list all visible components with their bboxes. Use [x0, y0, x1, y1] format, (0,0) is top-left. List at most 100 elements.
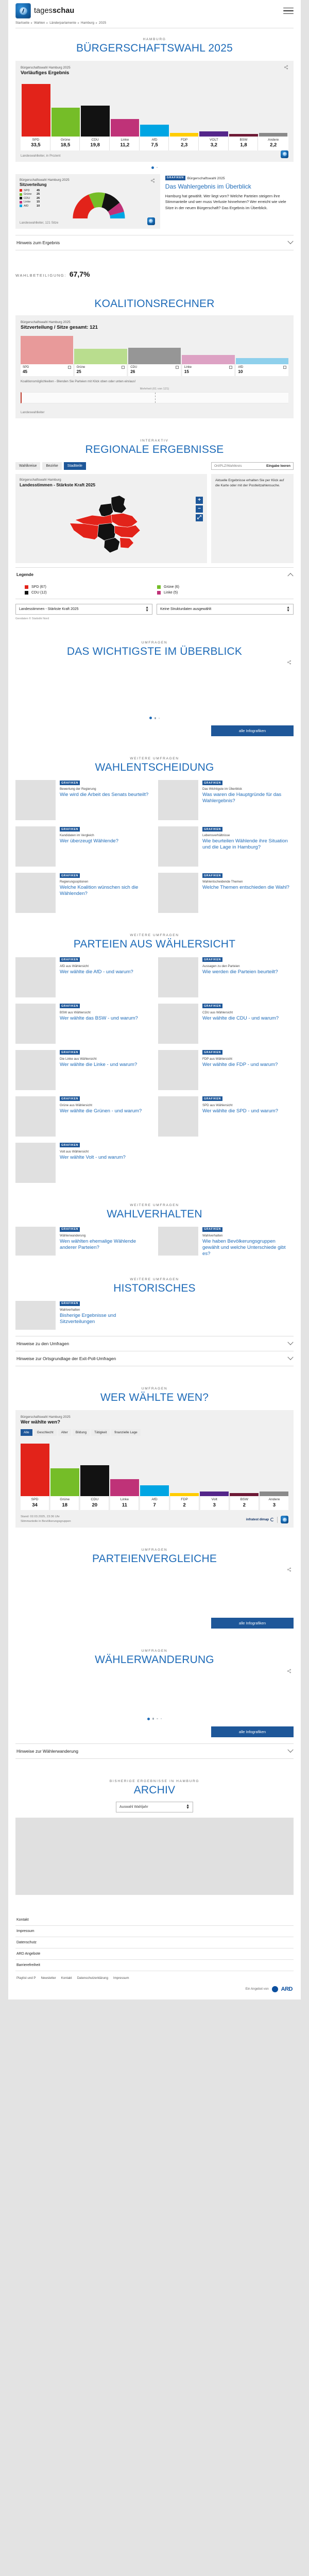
teaser-title[interactable]: Wie haben Bevölkerungsgruppen gewählt un…: [202, 1238, 286, 1257]
segment-tab-geschlecht[interactable]: Geschlecht: [33, 1429, 57, 1436]
teaser-title[interactable]: Wie beurteilen Wählende ihre Situation u…: [202, 838, 288, 851]
teaser-tile[interactable]: GRAFIKEN Lebensverhältnisse Wie beurteilen…: [158, 826, 294, 867]
teaser-title[interactable]: Wen wählten ehemalige Wählende anderer P…: [60, 1238, 136, 1250]
teaser-title[interactable]: Wer wählte Volt - und warum?: [60, 1154, 126, 1160]
footer-small-link[interactable]: Impressum: [113, 1976, 129, 1980]
teaser-tile[interactable]: GRAFIKEN Wahlverhalten Bisherige Ergebniss…: [15, 1300, 151, 1330]
overview-teaser-title[interactable]: Das Wahlergebnis im Überblick: [165, 182, 251, 190]
footer-link[interactable]: Kontakt: [15, 1914, 294, 1926]
footer-link[interactable]: ARD Angebote: [15, 1948, 294, 1960]
breadcrumb-item-startseite[interactable]: Startseite: [15, 21, 30, 25]
accordion-hinweise-umfragen[interactable]: Hinweise zu den Umfragen: [15, 1335, 294, 1351]
segment-tab-alle[interactable]: Alle: [21, 1429, 32, 1436]
share-icon[interactable]: [287, 1567, 291, 1572]
teaser-title[interactable]: Wer wählte die FDP - und warum?: [202, 1061, 278, 1067]
carousel-dot-2[interactable]: [152, 1718, 154, 1720]
zoom-in-icon[interactable]: +: [196, 496, 203, 504]
pv-alle-infografiken-button[interactable]: alle Infografiken: [211, 1618, 294, 1629]
pill-wahlkreise[interactable]: Wahlkreise: [15, 462, 41, 470]
zoom-reset-icon[interactable]: ⤢: [196, 514, 203, 521]
segment-tab-finanzielle-lage[interactable]: finanzielle Lage: [111, 1429, 141, 1436]
footer-link[interactable]: Impressum: [15, 1926, 294, 1937]
select-map-metric[interactable]: Landesstimmen - Stärkste Kraft 2025 ▲ ▼: [15, 603, 152, 615]
teaser-title[interactable]: Wer wählte die AfD - und warum?: [60, 969, 133, 975]
clear-input-button[interactable]: Eingabe leeren: [266, 464, 290, 468]
share-icon[interactable]: [287, 660, 291, 665]
segment-tab-tätigkeit[interactable]: Tätigkeit: [91, 1429, 110, 1436]
checkbox-cdu[interactable]: [175, 365, 179, 369]
carousel-dot-1[interactable]: [151, 166, 154, 169]
carousel-dot-2[interactable]: [154, 717, 156, 719]
accordion-hinweise-ortsgrundlage[interactable]: Hinweise zur Ortsgrundlage der Exit-Poll…: [15, 1351, 294, 1366]
footer-small-link[interactable]: Kontakt: [61, 1976, 72, 1980]
teaser-title[interactable]: Wer wählte die SPD - und warum?: [202, 1108, 278, 1114]
teaser-tile[interactable]: GRAFIKEN Volt aus Wählersicht Wer wählte V…: [15, 1142, 151, 1183]
teaser-tile[interactable]: GRAFIKEN Wahlentscheidende Themen Welche T…: [158, 873, 294, 913]
ww-carousel[interactable]: [15, 1666, 294, 1713]
teaser-title[interactable]: Was waren die Hauptgründe für das Wahler…: [202, 792, 282, 804]
teaser-title[interactable]: Wie wird die Arbeit des Senats beurteilt…: [60, 792, 149, 798]
accordion-legende[interactable]: Legende: [15, 567, 294, 582]
carousel-dot-3[interactable]: [159, 717, 160, 719]
breadcrumb-item-wahlen[interactable]: Wahlen: [34, 21, 45, 25]
koalition-party-toggle-grüne[interactable]: Grüne 25: [74, 364, 128, 376]
share-icon[interactable]: [150, 178, 155, 183]
select-structure-data[interactable]: Keine Strukturdaten ausgewählt ▲ ▼: [157, 603, 294, 615]
carousel-dot-4[interactable]: [160, 1718, 162, 1720]
map-zoom-controls[interactable]: + − ⤢: [196, 496, 203, 521]
ww-alle-infografiken-button[interactable]: alle Infografiken: [211, 1726, 294, 1737]
result-carousel-dots[interactable]: [15, 166, 294, 169]
teaser-tile[interactable]: GRAFIKEN Kandidaten im Vergleich Wer überz…: [15, 826, 151, 867]
accordion-hinweis-ergebnis[interactable]: Hinweis zum Ergebnis: [15, 234, 294, 250]
breadcrumb-item-hamburg[interactable]: Hamburg: [80, 21, 95, 25]
archiv-year-select[interactable]: Auswahl Wahljahr ▲ ▼: [116, 1801, 193, 1812]
search-input[interactable]: [214, 464, 258, 468]
pv-carousel[interactable]: [15, 1565, 294, 1612]
teaser-title[interactable]: Wer wählte die Linke - und warum?: [60, 1061, 138, 1067]
checkbox-grüne[interactable]: [122, 365, 125, 369]
teaser-tile[interactable]: GRAFIKEN BSW aus Wählersicht Wer wählte da…: [15, 1003, 151, 1044]
teaser-tile[interactable]: GRAFIKEN Das Wichtigste im Überblick Was w…: [158, 780, 294, 821]
koalition-party-toggle-cdu[interactable]: CDU 26: [128, 364, 181, 376]
brand-logo-link[interactable]: tagesschau: [15, 3, 74, 19]
alle-infografiken-button[interactable]: alle Infografiken: [211, 725, 294, 737]
teaser-title[interactable]: Wer wählte das BSW - und warum?: [60, 1015, 138, 1021]
koalition-party-toggle-spd[interactable]: SPD 45: [21, 364, 74, 376]
carousel-dot-3[interactable]: [157, 1718, 158, 1720]
teaser-title[interactable]: Wer wählte die CDU - und warum?: [202, 1015, 279, 1021]
share-icon[interactable]: [287, 1669, 291, 1673]
hamburg-choropleth-map[interactable]: [20, 492, 203, 557]
ueberblick-carousel[interactable]: [15, 658, 294, 713]
koalition-party-toggle-afd[interactable]: AfD 10: [236, 364, 288, 376]
hamburger-menu-icon[interactable]: [283, 6, 294, 16]
teaser-tile[interactable]: GRAFIKEN Wahlverhalten Wie haben Bevölkeru…: [158, 1226, 294, 1257]
footer-link[interactable]: Barrierefreiheit: [15, 1960, 294, 1971]
teaser-title[interactable]: Wer wählte die Grünen - und warum?: [60, 1108, 142, 1114]
teaser-title[interactable]: Bisherige Ergebnisse und Sitzverteilunge…: [60, 1312, 116, 1325]
footer-small-link[interactable]: Datenschutzerklärung: [77, 1976, 108, 1980]
teaser-title[interactable]: Welche Themen entschieden die Wahl?: [202, 885, 289, 891]
carousel-dot-1[interactable]: [147, 1717, 150, 1720]
teaser-tile[interactable]: GRAFIKEN Aussagen zu den Parteien Wie werd…: [158, 957, 294, 997]
segment-tab-alter[interactable]: Alter: [58, 1429, 71, 1436]
teaser-title[interactable]: Wie werden die Parteien beurteilt?: [202, 969, 278, 975]
regional-map-card[interactable]: Bürgerschaftswahl Hamburg Landesstimmen …: [15, 473, 207, 563]
checkbox-linke[interactable]: [229, 365, 233, 369]
checkbox-afd[interactable]: [283, 365, 286, 369]
teaser-tile[interactable]: GRAFIKEN Regierungsoptionen Welche Koaliti…: [15, 873, 151, 913]
teaser-tile[interactable]: GRAFIKEN SPD aus Wählersicht Wer wählte di…: [158, 1096, 294, 1137]
wwww-segment-tabs[interactable]: Alle Geschlecht Alter Bildung Tätigkeit finan…: [21, 1429, 288, 1436]
carousel-dot-2[interactable]: [156, 167, 158, 168]
footer-link[interactable]: Datenschutz: [15, 1937, 294, 1948]
teaser-title[interactable]: Wer überzeugt Wählende?: [60, 838, 118, 844]
share-icon[interactable]: [284, 65, 288, 70]
carousel-dot-1[interactable]: [149, 717, 152, 720]
zoom-out-icon[interactable]: −: [196, 505, 203, 513]
teaser-tile[interactable]: GRAFIKEN Wählerwanderung Wen wählten ehema…: [15, 1226, 151, 1257]
regional-search[interactable]: Eingabe leeren: [211, 462, 294, 470]
breadcrumb-item-laenderparlamente[interactable]: Länderparlamente: [49, 21, 77, 25]
segment-tab-bildung[interactable]: Bildung: [72, 1429, 90, 1436]
teaser-tile[interactable]: GRAFIKEN Bewertung der Regierung Wie wird …: [15, 780, 151, 821]
koalition-party-toggle-linke[interactable]: Linke 15: [182, 364, 235, 376]
footer-small-link[interactable]: Playlist und P: [16, 1976, 36, 1980]
